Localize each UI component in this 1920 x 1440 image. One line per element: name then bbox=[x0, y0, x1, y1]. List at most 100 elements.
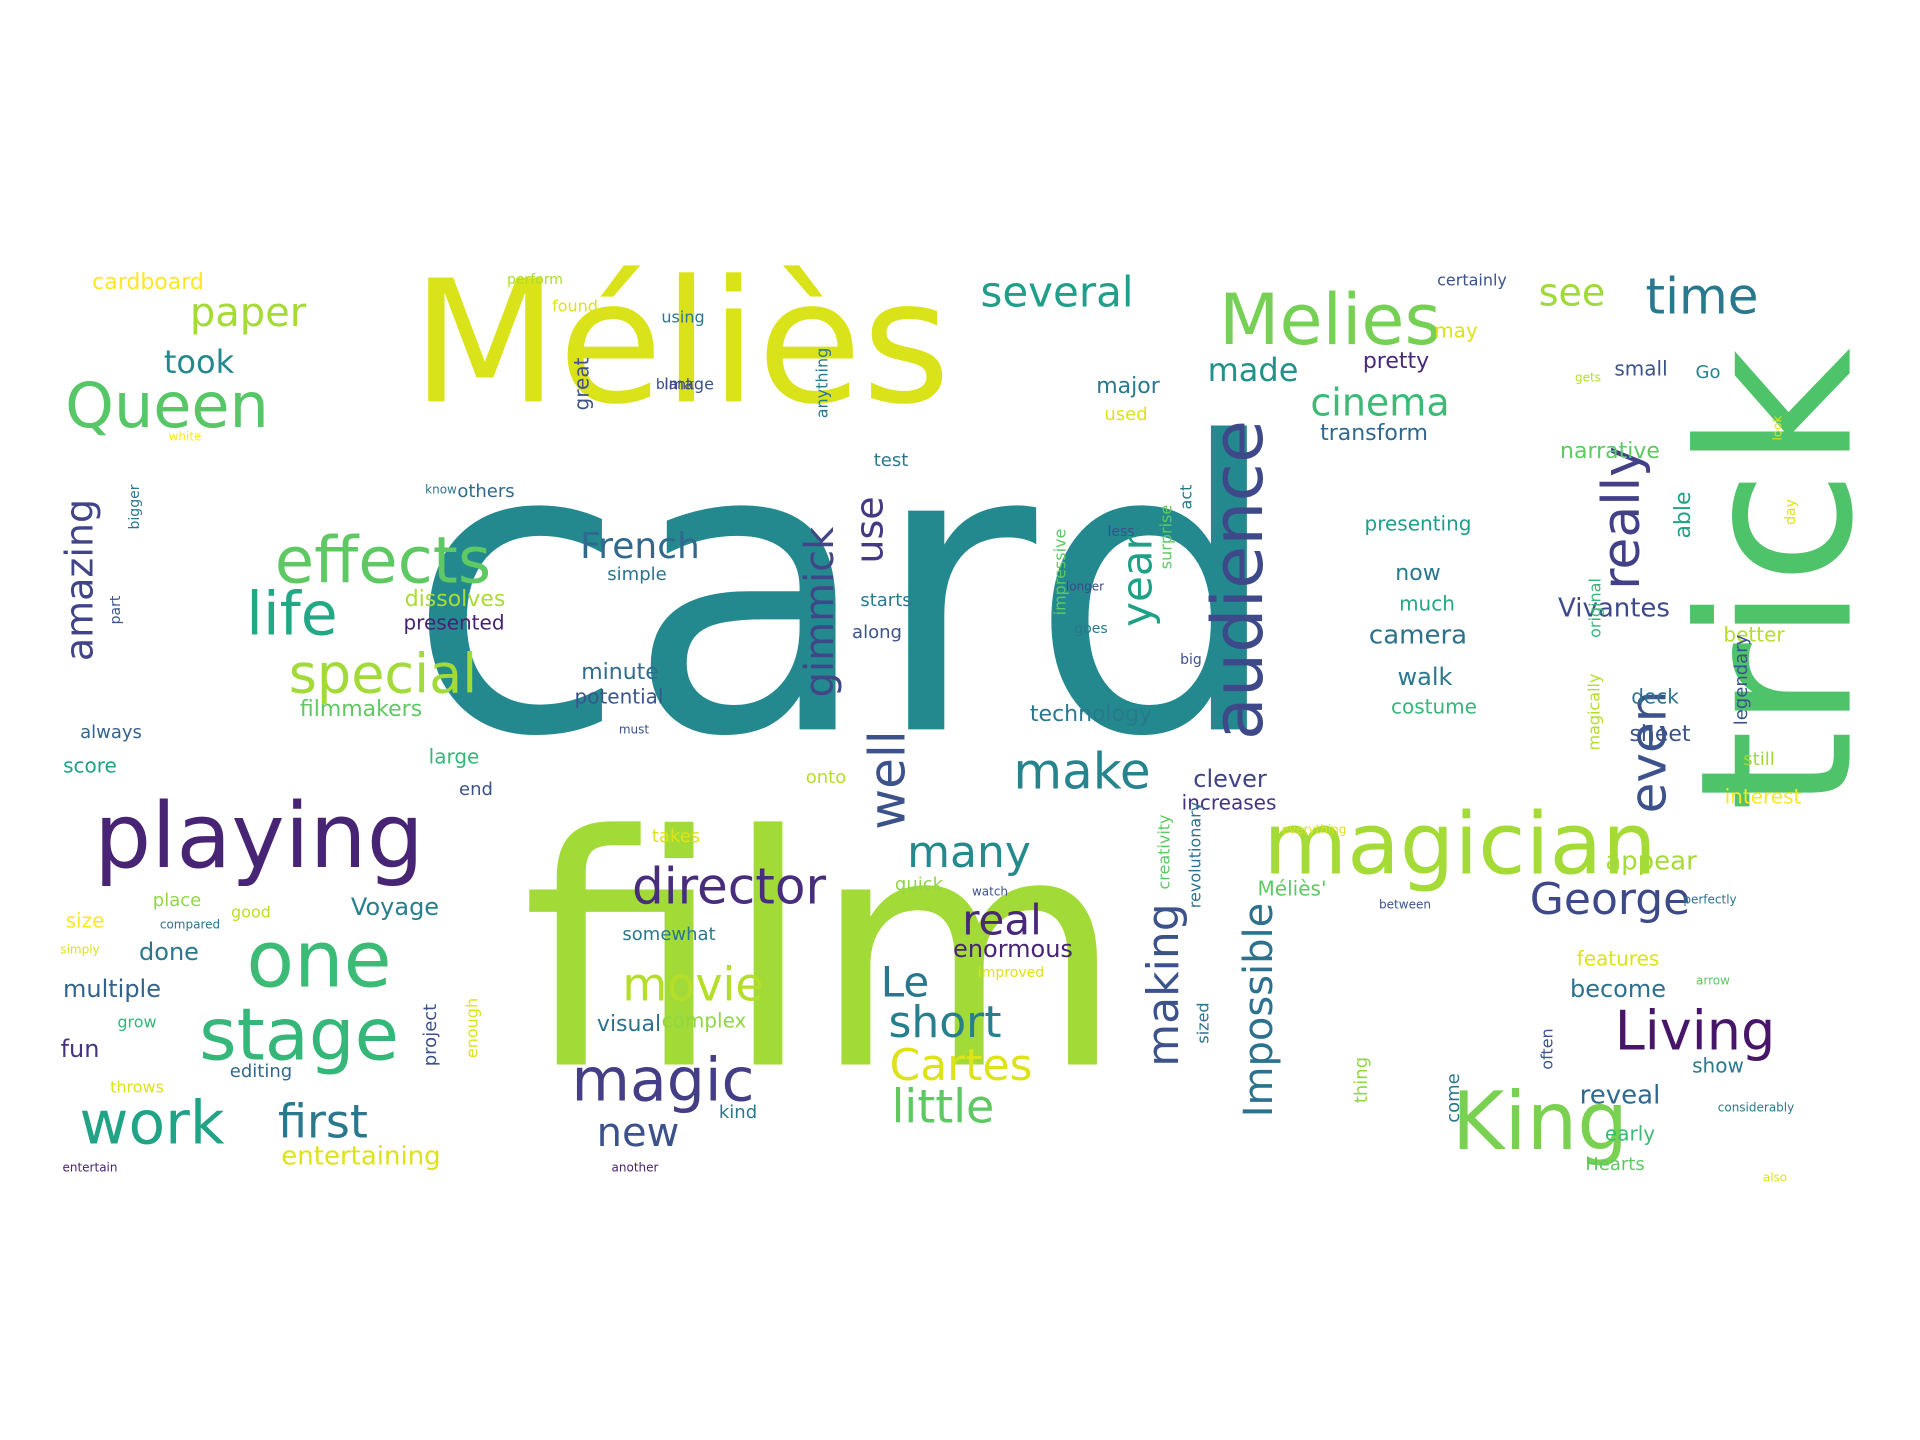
cloud-word: image bbox=[664, 375, 714, 394]
cloud-word: dissolves bbox=[405, 587, 506, 612]
cloud-word: Impossible bbox=[1236, 903, 1282, 1118]
cloud-word: first bbox=[278, 1095, 368, 1149]
cloud-word: also bbox=[1763, 1171, 1787, 1185]
cloud-word: better bbox=[1723, 623, 1785, 647]
cloud-word: gets bbox=[1575, 371, 1601, 385]
cloud-word: size bbox=[66, 909, 105, 933]
cloud-word: magician bbox=[1263, 794, 1656, 894]
cloud-word: come bbox=[1443, 1073, 1464, 1123]
cloud-word: card bbox=[407, 359, 1283, 824]
cloud-word: small bbox=[1614, 357, 1667, 381]
cloud-word: clever bbox=[1193, 765, 1267, 793]
cloud-word: along bbox=[852, 622, 902, 643]
cloud-word: cinema bbox=[1310, 381, 1449, 425]
cloud-word: Melies bbox=[1219, 279, 1441, 361]
cloud-word: amazing bbox=[58, 499, 102, 661]
cloud-word: takes bbox=[652, 826, 700, 847]
cloud-word: sized bbox=[1194, 1002, 1213, 1043]
cloud-word: found bbox=[552, 297, 598, 316]
cloud-word: work bbox=[79, 1089, 224, 1159]
cloud-word: early bbox=[1605, 1122, 1655, 1146]
cloud-word: become bbox=[1570, 975, 1666, 1003]
cloud-word: features bbox=[1577, 947, 1660, 971]
cloud-word: Queen bbox=[65, 369, 269, 442]
cloud-word: certainly bbox=[1437, 271, 1507, 290]
cloud-word: original bbox=[1586, 578, 1605, 638]
cloud-word: special bbox=[289, 643, 477, 706]
cloud-word: score bbox=[63, 754, 117, 778]
cloud-word: another bbox=[612, 1161, 659, 1175]
cloud-word: minute bbox=[581, 660, 659, 685]
cloud-word: well bbox=[859, 730, 917, 829]
cloud-word: place bbox=[153, 890, 201, 911]
cloud-word: audience bbox=[1197, 420, 1279, 740]
cloud-word: camera bbox=[1369, 621, 1467, 651]
cloud-word: entertaining bbox=[281, 1142, 440, 1172]
cloud-word: project bbox=[420, 1004, 441, 1066]
cloud-word: look bbox=[1771, 415, 1785, 440]
cloud-word: year bbox=[1113, 532, 1162, 626]
cloud-word: day bbox=[1783, 499, 1799, 525]
cloud-word: one bbox=[246, 915, 391, 1005]
cloud-word: film bbox=[522, 769, 1124, 1141]
cloud-word: Hearts bbox=[1585, 1154, 1644, 1175]
cloud-word: visual bbox=[597, 1012, 661, 1037]
cloud-word: always bbox=[80, 722, 142, 743]
cloud-word: Cartes bbox=[889, 1040, 1032, 1091]
cloud-word: longer bbox=[1066, 580, 1104, 594]
cloud-word: able bbox=[1671, 491, 1696, 538]
cloud-word: thing bbox=[1351, 1057, 1372, 1103]
cloud-word: took bbox=[164, 343, 235, 381]
cloud-word: everything bbox=[1282, 823, 1347, 837]
cloud-word: George bbox=[1530, 874, 1690, 925]
cloud-word: interest bbox=[1725, 785, 1802, 809]
cloud-word: simple bbox=[607, 564, 666, 585]
cloud-word: great bbox=[570, 357, 594, 410]
cloud-word: cardboard bbox=[92, 270, 204, 295]
cloud-word: deck bbox=[1631, 685, 1679, 709]
cloud-word: making bbox=[1138, 903, 1189, 1066]
cloud-word: transform bbox=[1320, 421, 1428, 446]
cloud-word: Go bbox=[1696, 362, 1721, 383]
cloud-word: many bbox=[907, 827, 1031, 878]
cloud-word: increases bbox=[1182, 791, 1277, 815]
cloud-word: simply bbox=[60, 943, 99, 957]
cloud-word: entertain bbox=[62, 1161, 117, 1175]
cloud-word: often bbox=[1538, 1028, 1557, 1069]
cloud-word: multiple bbox=[63, 975, 161, 1003]
cloud-word: onto bbox=[806, 767, 847, 788]
cloud-word: arrow bbox=[1696, 974, 1730, 988]
cloud-word: much bbox=[1399, 592, 1455, 616]
cloud-word: anything bbox=[813, 348, 832, 419]
cloud-word: legendary bbox=[1731, 634, 1752, 725]
cloud-word: walk bbox=[1398, 663, 1453, 691]
cloud-word: end bbox=[459, 779, 493, 800]
cloud-word: playing bbox=[94, 784, 424, 889]
cloud-word: perform bbox=[507, 272, 563, 288]
cloud-word: goes bbox=[1074, 621, 1107, 637]
cloud-word: magic bbox=[572, 1046, 755, 1116]
cloud-word: big bbox=[1180, 652, 1202, 668]
cloud-word: new bbox=[597, 1110, 680, 1156]
cloud-word: grow bbox=[117, 1013, 156, 1032]
cloud-word: others bbox=[457, 481, 514, 502]
cloud-word: presented bbox=[403, 611, 504, 635]
cloud-word: sheet bbox=[1629, 722, 1690, 747]
cloud-word: director bbox=[632, 858, 827, 916]
cloud-word: complex bbox=[662, 1009, 747, 1033]
cloud-word: made bbox=[1208, 351, 1299, 389]
cloud-word: know bbox=[425, 483, 457, 497]
cloud-word: life bbox=[246, 580, 337, 650]
cloud-word: Le bbox=[881, 958, 930, 1007]
cloud-word: somewhat bbox=[622, 924, 715, 945]
cloud-word: using bbox=[661, 308, 704, 327]
cloud-word: impressive bbox=[1051, 529, 1070, 616]
cloud-word: use bbox=[848, 496, 892, 563]
cloud-word: even bbox=[1620, 691, 1678, 814]
cloud-word: stage bbox=[199, 993, 399, 1077]
cloud-word: really bbox=[1592, 446, 1652, 590]
cloud-word: trick bbox=[1655, 348, 1900, 812]
cloud-word: Living bbox=[1615, 1000, 1776, 1063]
cloud-word: French bbox=[580, 526, 700, 567]
